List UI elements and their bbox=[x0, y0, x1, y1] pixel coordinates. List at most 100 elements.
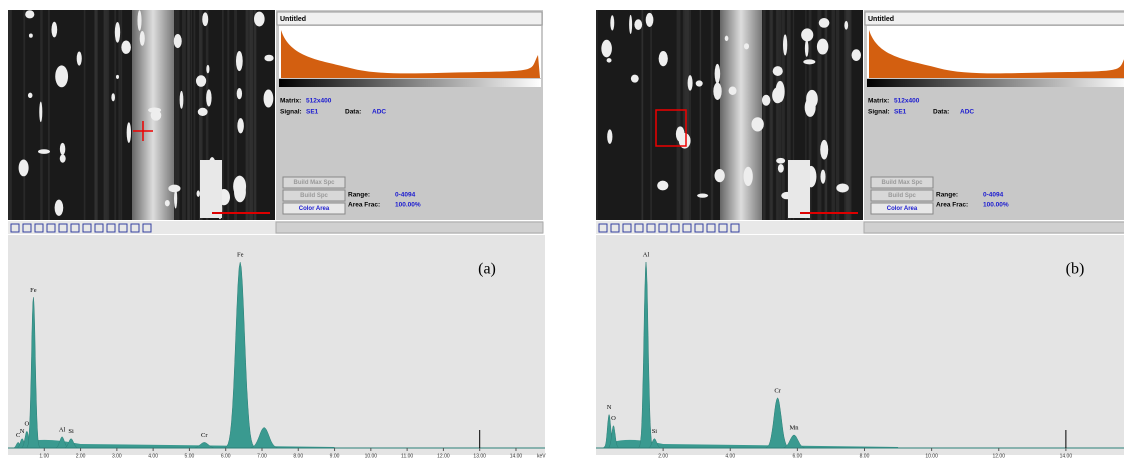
texture bbox=[103, 10, 106, 220]
scale-bar bbox=[212, 212, 270, 214]
button[interactable] bbox=[870, 202, 934, 215]
particle bbox=[202, 12, 209, 27]
x-tick-label: 11.00 bbox=[401, 453, 413, 459]
title-bar bbox=[276, 11, 543, 26]
tool-icon[interactable] bbox=[634, 223, 644, 233]
texture bbox=[770, 10, 774, 220]
tool-icon[interactable] bbox=[58, 223, 68, 233]
particle bbox=[115, 74, 120, 79]
tool-icon[interactable] bbox=[730, 223, 740, 233]
button[interactable] bbox=[282, 202, 346, 215]
particle bbox=[714, 169, 725, 183]
tool-icon[interactable] bbox=[46, 223, 56, 233]
histogram-area bbox=[869, 30, 1124, 78]
tool-icon[interactable] bbox=[106, 223, 116, 233]
texture bbox=[641, 10, 644, 220]
particle bbox=[200, 160, 222, 218]
texture bbox=[700, 10, 702, 220]
tool-icon[interactable] bbox=[706, 223, 716, 233]
peak-label: C bbox=[16, 432, 20, 439]
tool-icon[interactable] bbox=[130, 223, 140, 233]
tool-icon[interactable] bbox=[718, 223, 728, 233]
button[interactable] bbox=[870, 176, 934, 189]
particle bbox=[714, 63, 721, 84]
peak-label: Cr bbox=[201, 432, 208, 439]
particle bbox=[844, 20, 849, 30]
particle bbox=[772, 66, 783, 76]
particle bbox=[206, 64, 210, 74]
button[interactable] bbox=[282, 189, 346, 202]
peak bbox=[222, 261, 258, 449]
button-label: Build Spc bbox=[888, 193, 916, 199]
particle bbox=[610, 15, 615, 31]
info-area: 100.00% bbox=[395, 202, 421, 209]
particle bbox=[76, 51, 82, 66]
texture bbox=[187, 10, 190, 220]
texture bbox=[114, 10, 117, 220]
info-range: 0-4094 bbox=[983, 192, 1004, 199]
particle bbox=[601, 39, 612, 58]
particle bbox=[713, 82, 722, 100]
info-data-label: Data: bbox=[933, 109, 949, 116]
peak-label: O bbox=[25, 421, 30, 428]
tool-icon[interactable] bbox=[682, 223, 692, 233]
tool-icon[interactable] bbox=[646, 223, 656, 233]
particle bbox=[18, 159, 29, 177]
particle bbox=[657, 180, 669, 191]
texture bbox=[23, 10, 26, 220]
texture bbox=[846, 10, 849, 220]
particle bbox=[761, 94, 771, 106]
particle bbox=[254, 11, 265, 27]
tool-icon[interactable] bbox=[34, 223, 44, 233]
particle bbox=[168, 184, 181, 193]
particle bbox=[782, 34, 788, 56]
tool-icon[interactable] bbox=[622, 223, 632, 233]
tool-icon[interactable] bbox=[142, 223, 152, 233]
particle bbox=[687, 75, 693, 91]
tool-icon[interactable] bbox=[610, 223, 620, 233]
tool-icon[interactable] bbox=[94, 223, 104, 233]
particle bbox=[804, 39, 809, 57]
texture bbox=[193, 10, 196, 220]
x-tick-label: 6.00 bbox=[793, 453, 803, 459]
texture bbox=[47, 10, 50, 220]
texture bbox=[805, 10, 807, 220]
x-tick-label: 12.00 bbox=[992, 453, 1005, 459]
tool-icon[interactable] bbox=[70, 223, 80, 233]
tool-icon[interactable] bbox=[670, 223, 680, 233]
tool-icon[interactable] bbox=[598, 223, 608, 233]
tool-icon[interactable] bbox=[694, 223, 704, 233]
panel-label: (a) bbox=[478, 261, 496, 278]
peak-label: Si bbox=[68, 428, 74, 435]
particle bbox=[629, 14, 633, 34]
button[interactable] bbox=[282, 176, 346, 189]
texture bbox=[83, 10, 86, 220]
tool-icon[interactable] bbox=[22, 223, 32, 233]
tool-icon[interactable] bbox=[658, 223, 668, 233]
peak-label: Cr bbox=[774, 387, 781, 394]
x-tick-label: 10.00 bbox=[925, 453, 938, 459]
button[interactable] bbox=[870, 189, 934, 202]
texture bbox=[205, 10, 209, 220]
tool-icon[interactable] bbox=[10, 223, 20, 233]
particle bbox=[658, 50, 668, 67]
particle bbox=[836, 183, 849, 193]
particle bbox=[751, 117, 764, 132]
texture bbox=[824, 10, 827, 220]
info-matrix: 512x400 bbox=[894, 98, 920, 105]
tool-icon[interactable] bbox=[82, 223, 92, 233]
texture bbox=[786, 10, 791, 220]
particle bbox=[164, 199, 170, 207]
particle bbox=[236, 88, 243, 100]
button-label: Build Spc bbox=[300, 193, 328, 199]
particle bbox=[126, 122, 132, 143]
tool-icon[interactable] bbox=[118, 223, 128, 233]
button-label: Build Max Spc bbox=[293, 180, 335, 186]
particle bbox=[195, 75, 207, 87]
particle bbox=[139, 31, 145, 46]
particle bbox=[728, 86, 737, 95]
particle bbox=[606, 58, 612, 63]
particle bbox=[197, 107, 208, 117]
particle bbox=[25, 10, 35, 19]
texture bbox=[685, 10, 690, 220]
